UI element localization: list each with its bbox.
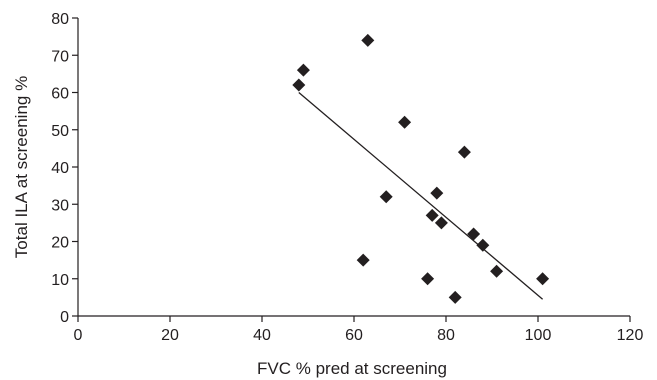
data-points — [292, 33, 550, 304]
x-tick-label: 100 — [525, 327, 552, 344]
data-point — [430, 186, 444, 200]
data-point — [421, 272, 435, 286]
x-tick-label: 120 — [617, 327, 644, 344]
data-point — [356, 253, 370, 267]
data-point — [536, 272, 550, 286]
x-tick-label: 20 — [161, 327, 179, 344]
data-point — [467, 227, 481, 241]
y-tick-label: 40 — [51, 160, 69, 177]
y-axis-ticks: 0 10 20 30 40 50 60 70 80 — [51, 11, 78, 326]
data-point — [457, 145, 471, 159]
x-axis-title: FVC % pred at screening — [257, 359, 447, 378]
x-tick-label: 40 — [253, 327, 271, 344]
data-point — [425, 208, 439, 222]
data-point — [296, 63, 310, 77]
y-tick-label: 10 — [51, 272, 69, 289]
data-point — [361, 33, 375, 47]
trend-line — [298, 92, 544, 300]
y-tick-label: 50 — [51, 123, 69, 140]
data-point — [490, 264, 504, 278]
data-point — [398, 115, 412, 129]
x-tick-label: 60 — [345, 327, 363, 344]
data-point — [379, 190, 393, 204]
y-tick-label: 20 — [51, 235, 69, 252]
x-tick-label: 0 — [74, 327, 83, 344]
data-point — [448, 290, 462, 304]
y-axis-title: Total ILA at screening % — [12, 76, 31, 258]
data-point — [476, 238, 490, 252]
data-point — [292, 78, 306, 92]
y-tick-label: 60 — [51, 86, 69, 103]
x-axis-ticks: 0 20 40 60 80 100 120 — [74, 316, 644, 344]
y-tick-label: 70 — [51, 48, 69, 65]
y-tick-label: 80 — [51, 11, 69, 28]
y-tick-label: 0 — [60, 309, 69, 326]
data-point — [434, 216, 448, 230]
x-tick-label: 80 — [437, 327, 455, 344]
y-tick-label: 30 — [51, 197, 69, 214]
